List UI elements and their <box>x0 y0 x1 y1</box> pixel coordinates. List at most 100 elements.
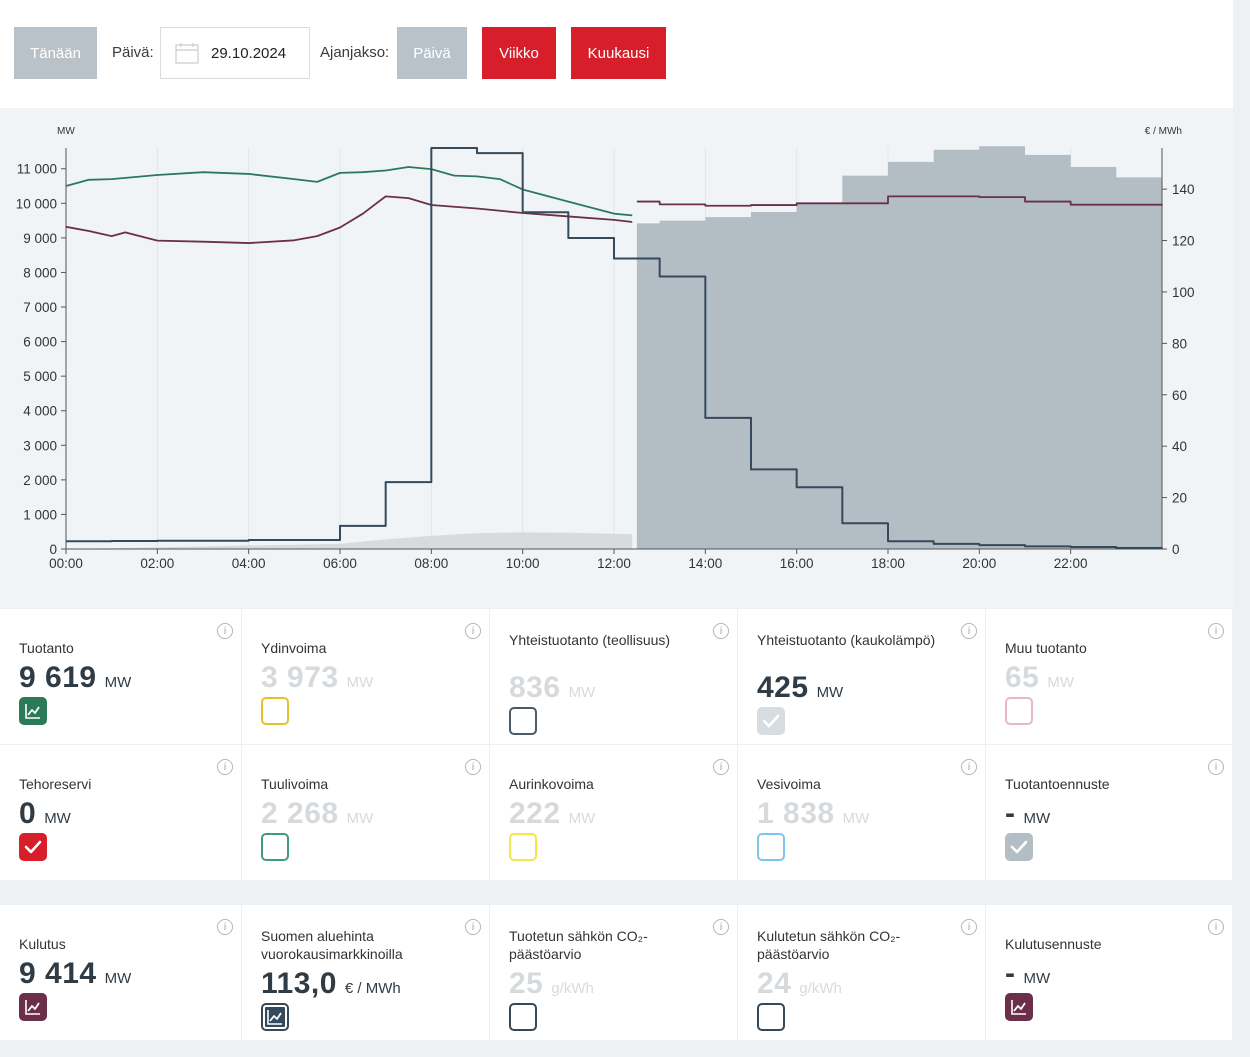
x-tick-label: 16:00 <box>780 556 814 571</box>
info-icon[interactable]: i <box>217 759 233 775</box>
x-tick-label: 18:00 <box>871 556 905 571</box>
info-icon[interactable]: i <box>1208 919 1224 935</box>
card-unit: MW <box>1023 970 1051 987</box>
y-left-tick-label: 5 000 <box>23 369 57 384</box>
card-value-row: 65 MW <box>1005 661 1074 695</box>
x-tick-label: 08:00 <box>414 556 448 571</box>
info-icon[interactable]: i <box>217 919 233 935</box>
card-unit: MW <box>1023 810 1051 827</box>
series-toggle-checkbox[interactable] <box>1005 697 1033 725</box>
calendar-icon[interactable] <box>175 42 199 64</box>
today-button[interactable]: Tänään <box>14 27 97 79</box>
card-unit: MW <box>104 970 132 987</box>
metric-card: Tuulivoima i 2 268 MW <box>242 745 490 881</box>
y-left-tick-label: 4 000 <box>23 404 57 419</box>
card-value: - <box>1005 797 1016 830</box>
y-right-tick-label: 60 <box>1172 388 1187 403</box>
chart-area: 0 1 000 2 000 3 000 4 000 5 000 6 000 7 000 8 00… <box>0 108 1233 608</box>
card-value-row: 2 268 MW <box>261 797 373 831</box>
card-label: Tehoreservi <box>19 776 92 792</box>
card-value-row: 836 MW <box>509 671 595 705</box>
card-value: 9 414 <box>19 957 97 990</box>
metric-card: Ydinvoima i 3 973 MW <box>242 609 490 745</box>
x-tick-label: 22:00 <box>1054 556 1088 571</box>
check-icon[interactable] <box>19 833 47 861</box>
consumption-forecast-line <box>636 195 1163 207</box>
metric-card: Yhteistuotanto (kaukolämpö) i 425 MW <box>738 609 986 745</box>
card-label: Tuulivoima <box>261 776 329 792</box>
series-toggle-checkbox[interactable] <box>509 707 537 735</box>
metric-card: Tuotetun sähkön CO₂-päästöarvio i 25 g/kWh <box>490 905 738 1041</box>
metric-card: Yhteistuotanto (teollisuus) i 836 MW <box>490 609 738 745</box>
card-unit: MW <box>568 810 596 827</box>
series-toggle-checkbox[interactable] <box>757 1003 785 1031</box>
info-icon[interactable]: i <box>1208 759 1224 775</box>
x-tick-label: 00:00 <box>49 556 83 571</box>
card-unit: MW <box>842 810 870 827</box>
card-label: Yhteistuotanto (kaukolämpö) <box>757 632 936 648</box>
period-month-button[interactable]: Kuukausi <box>571 27 666 79</box>
date-value: 29.10.2024 <box>211 44 287 62</box>
chart-line-icon[interactable] <box>1005 993 1033 1021</box>
y-right-tick-label: 100 <box>1172 285 1195 300</box>
left-unit-label: MW <box>57 126 75 137</box>
info-icon[interactable]: i <box>217 623 233 639</box>
info-icon[interactable]: i <box>961 623 977 639</box>
toolbar: Tänään Päivä: 29.10.2024 Ajanjakso: Päiv… <box>0 0 1233 108</box>
series-toggle-checkbox[interactable] <box>509 833 537 861</box>
chart-line-icon[interactable] <box>19 993 47 1021</box>
info-icon[interactable]: i <box>465 759 481 775</box>
metric-card: Vesivoima i 1 838 MW <box>738 745 986 881</box>
card-unit: MW <box>44 810 71 827</box>
card-label: Kulutetun sähkön CO₂-päästöarvio <box>757 928 901 962</box>
chart-line-icon[interactable] <box>19 697 47 725</box>
day-label: Päivä: <box>112 44 154 61</box>
card-unit: MW <box>346 674 374 691</box>
info-icon[interactable]: i <box>961 759 977 775</box>
info-icon[interactable]: i <box>713 759 729 775</box>
card-value-row: 222 MW <box>509 797 595 831</box>
chart-line-icon[interactable] <box>261 1003 289 1031</box>
metric-card: Muu tuotanto i 65 MW <box>986 609 1233 745</box>
card-value: 3 973 <box>261 661 339 694</box>
card-value-row: 24 g/kWh <box>757 967 842 1001</box>
metric-card: Tuotanto i 9 619 MW <box>0 609 242 745</box>
card-label: Kulutusennuste <box>1005 936 1102 952</box>
metric-card: Tuotantoennuste i - MW <box>986 745 1233 881</box>
series-toggle-checkbox[interactable] <box>261 833 289 861</box>
series-toggle-checkbox[interactable] <box>261 697 289 725</box>
x-tick-label: 10:00 <box>506 556 540 571</box>
info-icon[interactable]: i <box>465 919 481 935</box>
card-value: 9 619 <box>19 661 97 694</box>
y-left-tick-label: 6 000 <box>23 335 57 350</box>
card-value: 25 <box>509 967 544 1000</box>
check-icon[interactable] <box>1005 833 1033 861</box>
card-label: Kulutus <box>19 936 66 952</box>
series-toggle-checkbox[interactable] <box>509 1003 537 1031</box>
card-value-row: 0 MW <box>19 797 71 831</box>
card-label: Tuotetun sähkön CO₂-päästöarvio <box>509 928 648 962</box>
info-icon[interactable]: i <box>713 919 729 935</box>
date-input[interactable]: 29.10.2024 <box>160 27 310 79</box>
power-chart[interactable]: 0 1 000 2 000 3 000 4 000 5 000 6 000 7 000 8 00… <box>0 108 1233 608</box>
y-left-tick-label: 10 000 <box>16 196 57 211</box>
metric-card: Kulutetun sähkön CO₂-päästöarvio i 24 g/kWh <box>738 905 986 1041</box>
info-icon[interactable]: i <box>713 623 729 639</box>
card-unit: € / MWh <box>344 980 401 997</box>
info-icon[interactable]: i <box>961 919 977 935</box>
card-unit: MW <box>568 684 596 701</box>
x-tick-label: 04:00 <box>232 556 266 571</box>
y-left-tick-label: 3 000 <box>23 438 57 453</box>
info-icon[interactable]: i <box>465 623 481 639</box>
period-week-button[interactable]: Viikko <box>482 27 556 79</box>
check-icon[interactable] <box>757 707 785 735</box>
y-right-tick-label: 80 <box>1172 336 1187 351</box>
card-value: 836 <box>509 671 561 704</box>
card-label: Ydinvoima <box>261 640 327 656</box>
card-label: Tuotanto <box>19 640 74 656</box>
period-day-button[interactable]: Päivä <box>397 27 467 79</box>
info-icon[interactable]: i <box>1208 623 1224 639</box>
card-label: Aurinkovoima <box>509 776 594 792</box>
x-tick-label: 14:00 <box>688 556 722 571</box>
series-toggle-checkbox[interactable] <box>757 833 785 861</box>
